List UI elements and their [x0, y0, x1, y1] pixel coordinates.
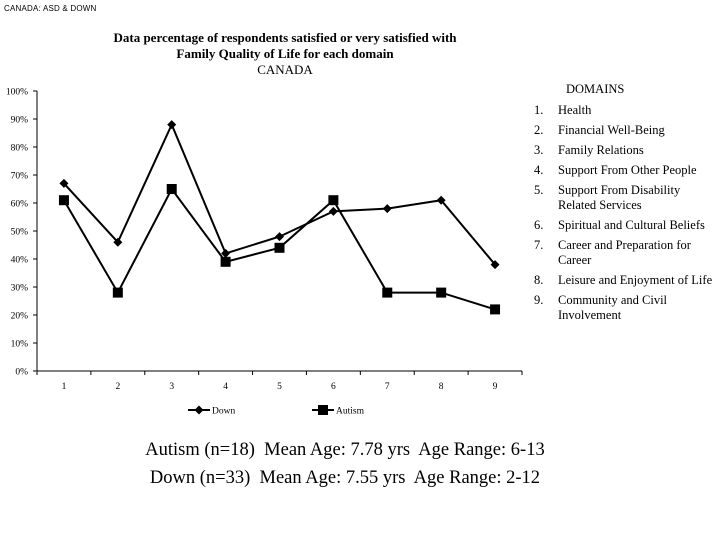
y-tick-label: 20%	[11, 312, 29, 322]
domain-label: Spiritual and Cultural Beliefs	[558, 218, 705, 232]
domain-item-1: 1. Health	[530, 103, 720, 118]
domain-label: Family Relations	[558, 143, 644, 157]
data-point-down	[490, 260, 500, 270]
x-tick-label: 5	[277, 382, 282, 392]
domain-number: 3.	[534, 143, 544, 157]
data-point-autism	[220, 256, 231, 267]
y-tick-label: 70%	[11, 172, 29, 182]
domain-number: 5.	[534, 183, 544, 197]
domain-item-8: 8. Leisure and Enjoyment of Life	[530, 273, 720, 288]
y-tick-label: 0%	[15, 368, 28, 378]
chart-title-block: Data percentage of respondents satisfied…	[60, 30, 510, 78]
domain-item-2: 2. Financial Well-Being	[530, 123, 720, 138]
domains-panel: DOMAINS 1. Health 2. Financial Well-Being 3.…	[530, 82, 720, 328]
data-point-down	[382, 204, 392, 214]
legend-marker	[194, 405, 204, 415]
y-tick-label: 10%	[11, 340, 29, 350]
y-tick-label: 30%	[11, 284, 29, 294]
data-point-down	[221, 248, 231, 258]
domain-item-6: 6. Spiritual and Cultural Beliefs	[530, 218, 720, 233]
domain-label: Community and Civil Involvement	[558, 293, 668, 322]
legend-entry-autism: Autism	[312, 405, 365, 417]
data-point-autism	[490, 304, 501, 315]
data-point-autism	[58, 195, 69, 206]
data-point-autism	[436, 287, 447, 298]
chart-axes	[36, 91, 522, 372]
series-autism	[58, 184, 501, 315]
chart-series	[58, 120, 501, 315]
domain-label: Support From Other People	[558, 163, 697, 177]
y-tick-label: 50%	[11, 228, 29, 238]
chart-legend: Down Autism	[188, 405, 365, 417]
chart-subtitle: CANADA	[257, 62, 313, 77]
domain-label: Support From Disability Related Services	[558, 183, 681, 212]
data-point-down	[436, 195, 446, 205]
data-point-down	[59, 178, 69, 188]
data-point-down	[328, 206, 338, 216]
domain-item-5: 5. Support From Disability Related Servic…	[530, 183, 720, 213]
domains-heading: DOMAINS	[566, 82, 625, 96]
x-tick-label: 7	[385, 382, 390, 392]
x-tick-label: 2	[115, 382, 120, 392]
domain-number: 9.	[534, 293, 544, 307]
domain-number: 4.	[534, 163, 544, 177]
y-tick-label: 60%	[11, 200, 29, 210]
series-down	[59, 120, 500, 270]
legend-entry-down: Down	[188, 405, 235, 417]
domain-label: Health	[558, 103, 592, 117]
y-tick-label: 80%	[11, 144, 29, 154]
chart-title-line1: Data percentage of respondents satisfied…	[113, 30, 457, 45]
summary-down: Down (n=33) Mean Age: 7.55 yrs Age Range…	[149, 468, 541, 488]
domain-label: Financial Well-Being	[558, 123, 665, 137]
x-tick-label: 8	[439, 382, 444, 392]
data-point-autism	[112, 287, 123, 298]
x-axis-ticks: 1 2 3 4 5 6 7 8 9	[36, 371, 523, 392]
domain-item-7: 7. Career and Preparation for Career	[530, 238, 720, 268]
data-point-autism	[382, 287, 393, 298]
corner-label: CANADA: ASD & DOWN	[4, 4, 97, 13]
y-tick-label: 90%	[11, 116, 29, 126]
data-point-autism	[274, 242, 285, 253]
data-point-down	[113, 237, 123, 247]
domain-number: 1.	[534, 103, 544, 117]
chart-title-line2: Family Quality of Life for each domain	[176, 46, 394, 61]
legend-label: Down	[212, 407, 235, 417]
x-tick-label: 3	[169, 382, 174, 392]
legend-marker	[318, 405, 328, 415]
x-tick-label: 6	[331, 382, 336, 392]
data-point-down	[275, 232, 284, 242]
domain-item-9: 9. Community and Civil Involvement	[530, 293, 720, 323]
domain-label: Leisure and Enjoyment of Life	[558, 273, 713, 287]
domain-item-3: 3. Family Relations	[530, 143, 720, 158]
x-tick-label: 9	[493, 382, 498, 392]
domain-label: Career and Preparation for Career	[558, 238, 691, 267]
domain-item-4: 4. Support From Other People	[530, 163, 720, 178]
x-tick-label: 1	[62, 382, 67, 392]
data-point-autism	[328, 195, 339, 206]
y-axis-ticks: 0% 10% 20% 30% 40% 50% 60% 70% 80% 90% 100%	[6, 88, 37, 378]
domain-number: 7.	[534, 238, 544, 252]
domain-number: 6.	[534, 218, 544, 232]
domain-number: 2.	[534, 123, 544, 137]
y-tick-label: 40%	[11, 256, 29, 266]
domains-list: 1. Health 2. Financial Well-Being 3. Family R…	[530, 103, 720, 323]
summary-autism: Autism (n=18) Mean Age: 7.78 yrs Age Ran…	[145, 440, 545, 460]
summary-block: Autism (n=18) Mean Age: 7.78 yrs Age Ran…	[100, 436, 590, 492]
x-tick-label: 4	[223, 382, 228, 392]
y-tick-label: 100%	[6, 88, 28, 98]
legend-label: Autism	[336, 407, 365, 417]
data-point-down	[167, 120, 177, 130]
data-point-autism	[166, 184, 177, 194]
domain-number: 8.	[534, 273, 544, 287]
